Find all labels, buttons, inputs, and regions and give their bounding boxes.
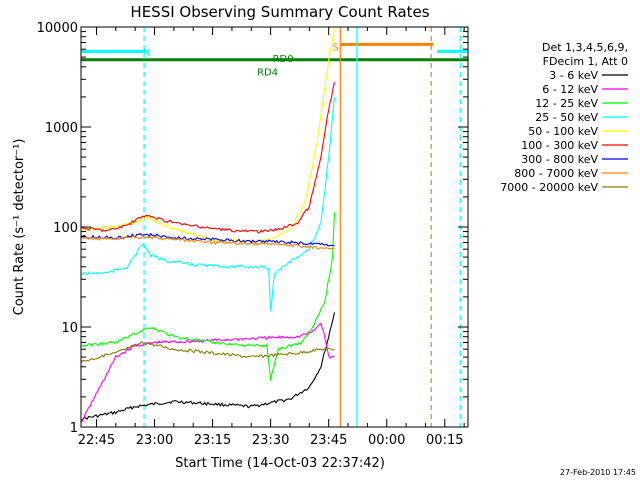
x-axis-label: Start Time (14-Oct-03 22:37:42): [175, 456, 385, 471]
legend-label-1: 6 - 12 keV: [542, 83, 598, 96]
legend-label-7: 800 - 7000 keV: [514, 167, 598, 180]
x-axis: 22:45 23:00 23:15 23:30 23:45 00:00 00:15: [78, 27, 465, 448]
series-line-3: [80, 96, 336, 312]
footer-timestamp: 27-Feb-2010 17:45: [560, 468, 636, 477]
series-line-8: [80, 341, 335, 363]
annotation-0: N: [143, 47, 150, 58]
series-line-1: [80, 322, 335, 423]
y-tick-label-1: 10: [61, 321, 78, 336]
series-line-0: [80, 312, 336, 421]
legend-label-0: 3 - 6 keV: [549, 69, 598, 82]
x-tick-label-3: 23:30: [252, 433, 289, 448]
annotation-1: S: [333, 42, 339, 53]
plot-marks: N S RD0 RD4: [80, 27, 468, 427]
annotation-2: RD0: [273, 54, 294, 65]
y-axis-label: Count Rate (s⁻¹ detector⁻¹): [12, 139, 27, 316]
y-tick-label-2: 100: [53, 221, 78, 236]
legend-label-4: 50 - 100 keV: [528, 125, 598, 138]
series-line-5: [80, 82, 336, 234]
y-tick-label-0: 1: [70, 421, 78, 436]
legend-label-5: 100 - 300 keV: [521, 139, 598, 152]
x-tick-label-5: 00:00: [368, 433, 405, 448]
y-tick-label-4: 10000: [37, 21, 78, 36]
x-tick-label-2: 23:15: [194, 433, 231, 448]
series-line-2: [80, 212, 336, 381]
chart-title: HESSI Observing Summary Count Rates: [130, 3, 429, 21]
annotation-3: RD4: [257, 67, 278, 78]
y-tick-label-3: 1000: [45, 121, 78, 136]
legend-label-3: 25 - 50 keV: [535, 111, 598, 124]
x-tick-label-4: 23:45: [310, 433, 347, 448]
x-tick-label-1: 23:00: [136, 433, 173, 448]
legend-label-6: 300 - 800 keV: [521, 153, 598, 166]
legend-header-0: Det 1,3,4,5,6,9,: [542, 41, 628, 54]
x-tick-label-6: 00:15: [426, 433, 463, 448]
legend-header-1: FDecim 1, Att 0: [543, 55, 628, 68]
legend-label-2: 12 - 25 keV: [535, 97, 598, 110]
y-axis: 1 10 100 1000 10000: [37, 21, 468, 436]
x-tick-label-0: 22:45: [78, 433, 115, 448]
legend-label-8: 7000 - 20000 keV: [500, 181, 598, 194]
series-line-7: [80, 235, 335, 250]
legend: Det 1,3,4,5,6,9,FDecim 1, Att 03 - 6 keV…: [500, 41, 628, 194]
